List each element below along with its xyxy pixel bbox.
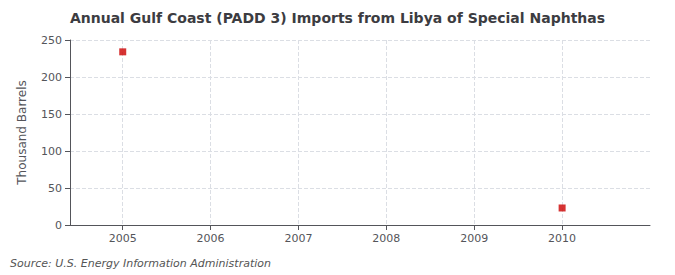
svg-text:0: 0 <box>55 219 62 232</box>
svg-text:150: 150 <box>41 108 62 121</box>
svg-text:Source: U.S. Energy Informatio: Source: U.S. Energy Information Administ… <box>10 257 271 270</box>
svg-text:Thousand Barrels: Thousand Barrels <box>15 80 29 185</box>
svg-text:2009: 2009 <box>460 232 488 245</box>
svg-text:2007: 2007 <box>284 232 312 245</box>
svg-text:2008: 2008 <box>372 232 400 245</box>
svg-text:2005: 2005 <box>109 232 137 245</box>
svg-text:Annual Gulf Coast (PADD 3) Imp: Annual Gulf Coast (PADD 3) Imports from … <box>70 10 605 26</box>
svg-text:50: 50 <box>48 182 62 195</box>
svg-text:200: 200 <box>41 71 62 84</box>
svg-text:100: 100 <box>41 145 62 158</box>
svg-text:2006: 2006 <box>197 232 225 245</box>
svg-text:2010: 2010 <box>548 232 576 245</box>
svg-text:250: 250 <box>41 34 62 47</box>
